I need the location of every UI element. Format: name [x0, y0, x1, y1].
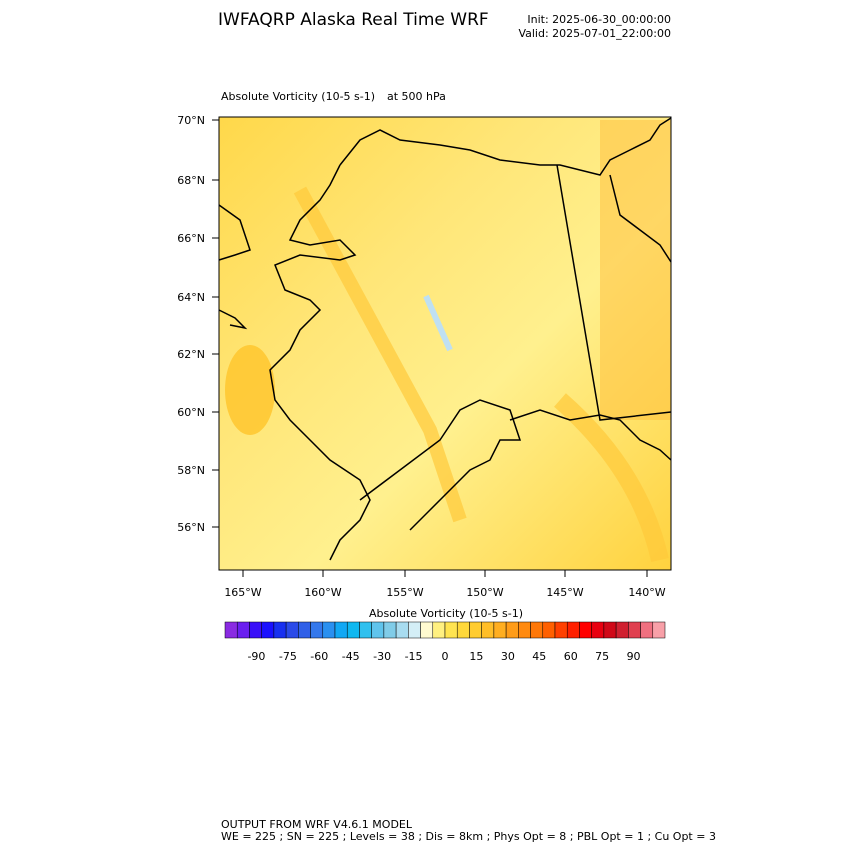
field-feature — [600, 120, 671, 420]
lat-label: 64°N — [177, 291, 205, 304]
colorbar-box — [481, 621, 495, 639]
lon-label: 150°W — [466, 586, 503, 599]
field-feature — [554, 393, 669, 562]
colorbar-box — [640, 621, 654, 639]
colorbar-box — [530, 621, 544, 639]
colorbar-tick-label: -60 — [310, 650, 328, 663]
title: IWFAQRP Alaska Real Time WRF — [218, 10, 489, 30]
colorbar-box — [408, 621, 421, 639]
colorbar-box — [566, 621, 580, 639]
colorbar-box — [249, 621, 262, 639]
colorbar-box — [542, 621, 556, 639]
colorbar-box — [518, 621, 531, 639]
colorbar-tick-label: 75 — [595, 650, 609, 663]
lat-label: 56°N — [177, 521, 205, 534]
colorbar-tick-label: -15 — [405, 650, 423, 663]
colorbar-box — [432, 621, 446, 639]
colorbar-box — [420, 621, 434, 639]
colorbar-box — [224, 621, 238, 639]
colorbar-box — [554, 621, 568, 639]
coastline — [218, 117, 672, 561]
colorbar-tick-label: -30 — [373, 650, 391, 663]
lat-label: 68°N — [177, 174, 205, 187]
colorbar-box — [505, 621, 519, 639]
colorbar-tick-label: -75 — [279, 650, 297, 663]
lat-label: 62°N — [177, 348, 205, 361]
colorbar-tick-label: -90 — [247, 650, 265, 663]
map-frame — [218, 116, 672, 571]
field-label: Absolute Vorticity (10-5 s-1) — [221, 90, 375, 103]
colorbar-box — [444, 621, 458, 639]
colorbar-box — [371, 621, 385, 639]
colorbar-box — [469, 621, 482, 639]
colorbar-box — [395, 621, 409, 639]
colorbar-box — [603, 621, 617, 639]
footer-line: WE = 225 ; SN = 225 ; Levels = 38 ; Dis … — [221, 830, 716, 843]
colorbar-box — [579, 621, 592, 639]
lat-labels: 70°N 68°N 66°N 64°N 62°N 60°N 58°N 56°N — [177, 114, 219, 534]
colorbar: -90 -75 -60 -45 -30 -15 0 15 30 45 60 75 90 — [224, 621, 666, 663]
colorbar-box — [346, 621, 360, 639]
field-feature — [423, 294, 453, 352]
colorbar-box — [615, 621, 629, 639]
lon-label: 160°W — [304, 586, 341, 599]
map: 70°N68°N66°N64°N62°N60°N58°N56°N 165°W 16… — [177, 114, 672, 599]
colorbar-tick-label: 45 — [532, 650, 546, 663]
level-label: at 500 hPa — [387, 90, 446, 103]
field-feature — [225, 345, 275, 435]
colorbar-tick-label: 30 — [501, 650, 515, 663]
lon-labels: 165°W 160°W 155°W 150°W 145°W 140°W — [224, 570, 666, 599]
colorbar-box — [456, 621, 470, 639]
colorbar-box — [383, 621, 397, 639]
colorbar-title: Absolute Vorticity (10-5 s-1) — [369, 607, 523, 620]
lon-label: 155°W — [386, 586, 423, 599]
colorbar-tick-label: 0 — [442, 650, 449, 663]
lon-label: 145°W — [546, 586, 583, 599]
init-time: Init: 2025-06-30_00:00:00 — [527, 13, 671, 26]
colorbar-box — [322, 621, 336, 639]
colorbar-tick-label: 60 — [564, 650, 578, 663]
colorbar-box — [236, 621, 250, 639]
lat-label: 58°N — [177, 464, 205, 477]
lon-label: 140°W — [628, 586, 665, 599]
lat-label: 66°N — [177, 232, 205, 245]
colorbar-box — [652, 621, 666, 639]
colorbar-box — [310, 621, 324, 639]
colorbar-tick-label: 90 — [627, 650, 641, 663]
colorbar-box — [334, 621, 348, 639]
colorbar-box — [628, 621, 641, 639]
colorbar-box — [261, 621, 275, 639]
colorbar-box — [285, 621, 299, 639]
colorbar-box — [298, 621, 311, 639]
lat-label: 60°N — [177, 406, 205, 419]
colorbar-box — [359, 621, 372, 639]
colorbar-box — [591, 621, 605, 639]
colorbar-tick-label: 15 — [469, 650, 483, 663]
colorbar-box — [493, 621, 507, 639]
valid-time: Valid: 2025-07-01_22:00:00 — [518, 27, 671, 40]
colorbar-box — [273, 621, 287, 639]
footer-line: OUTPUT FROM WRF V4.6.1 MODEL — [221, 818, 413, 831]
colorbar-tick-label: -45 — [342, 650, 360, 663]
lon-label: 165°W — [224, 586, 261, 599]
lat-label: 70°N — [177, 114, 205, 127]
